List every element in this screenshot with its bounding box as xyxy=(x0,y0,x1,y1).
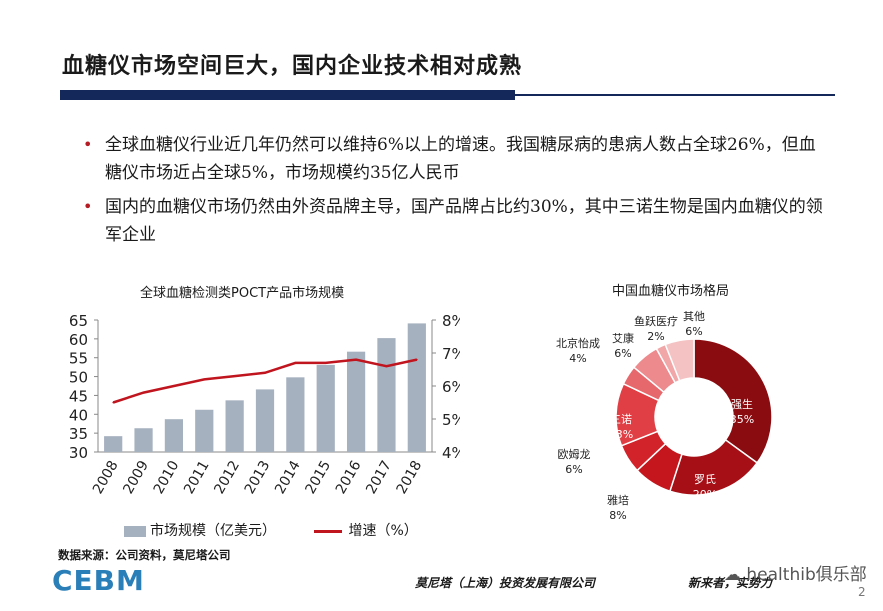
x-tick-label: 2010 xyxy=(151,458,183,497)
slice-label: 三诺 xyxy=(610,413,632,426)
right-tick-label: 5% xyxy=(442,411,460,429)
left-tick-label: 35 xyxy=(69,425,88,443)
bar xyxy=(316,364,335,452)
slice-value-label: 6% xyxy=(685,325,702,338)
left-tick-label: 60 xyxy=(69,331,88,349)
donut-chart: 强生 35% 罗氏 20% 雅培 8% 欧姆龙 6% 三诺 13% 北京怡成 4% 艾康 6% 鱼跃医疗 2%… xyxy=(556,310,773,522)
bar xyxy=(195,409,214,452)
slice-value-label: 6% xyxy=(614,347,631,360)
x-tick-label: 2011 xyxy=(181,458,213,497)
bar xyxy=(134,428,153,452)
footer-slogan: 新来者，实势力 xyxy=(688,576,773,590)
left-tick-label: 50 xyxy=(69,369,88,387)
left-tick-label: 40 xyxy=(69,406,88,424)
x-tick-label: 2018 xyxy=(394,458,426,497)
growth-point xyxy=(112,401,114,404)
left-tick-label: 55 xyxy=(69,350,88,368)
slice-label: 北京怡成 xyxy=(556,336,600,350)
donut-chart-title: 中国血糖仪市场格局 xyxy=(612,284,730,299)
slice-label: 欧姆龙 xyxy=(558,447,591,461)
title-underline-rule xyxy=(515,94,835,96)
legend-item-line: 增速（%） xyxy=(314,520,418,540)
slice-label: 艾康 xyxy=(612,331,634,345)
left-tick-label: 65 xyxy=(69,312,88,330)
x-tick-label: 2016 xyxy=(333,458,365,497)
donut-slice xyxy=(664,338,695,382)
right-tick-label: 4% xyxy=(442,444,460,462)
bullet-text: 全球血糖仪行业近几年仍然可以维持6%以上的增速。我国糖尿病的患病人数占全球26%… xyxy=(105,135,816,183)
page-number: 2 xyxy=(858,585,866,599)
growth-point xyxy=(142,391,145,394)
slice-value-label: 6% xyxy=(565,463,582,476)
growth-point xyxy=(233,375,236,377)
title-underline-bar xyxy=(60,90,515,100)
bullet-dot-icon: • xyxy=(83,135,93,154)
x-tick-label: 2017 xyxy=(363,458,395,497)
bar xyxy=(164,419,184,452)
right-tick-label: 7% xyxy=(442,345,460,363)
slice-value-label: 35% xyxy=(730,413,754,426)
bullet-item: • 国内的血糖仪市场仍然由外资品牌主导，国产品牌占比约30%，其中三诺生物是国内… xyxy=(83,193,825,249)
growth-point xyxy=(355,358,357,361)
slice-label: 罗氏 xyxy=(694,473,716,486)
right-tick-label: 8% xyxy=(442,312,460,330)
growth-point xyxy=(203,378,206,381)
bar xyxy=(346,351,366,452)
left-tick-label: 30 xyxy=(69,444,88,462)
logo-text: CEBM xyxy=(52,564,145,596)
slice-label: 鱼跃医疗 xyxy=(634,314,678,328)
bar xyxy=(104,436,123,452)
slice-value-label: 20% xyxy=(693,488,717,501)
slice-value-label: 8% xyxy=(609,509,626,522)
bar xyxy=(377,338,396,452)
slice-value-label: 4% xyxy=(569,352,586,365)
growth-point xyxy=(324,362,327,364)
slice-label: 强生 xyxy=(731,397,753,411)
bar xyxy=(286,377,305,452)
x-tick-label: 2008 xyxy=(90,458,122,497)
data-source-note: 数据来源：公司资料，莫尼塔公司 xyxy=(58,548,231,562)
x-tick-label: 2014 xyxy=(272,458,304,497)
footer-company: 莫尼塔（上海）投资发展有限公司 xyxy=(415,576,596,590)
wechat-icon: ☁ xyxy=(724,565,741,585)
x-tick-label: 2009 xyxy=(120,458,152,497)
slice-value-label: 13% xyxy=(609,428,633,441)
legend-swatch-bar xyxy=(124,525,146,537)
x-tick-label: 2012 xyxy=(211,458,243,497)
company-logo: CEBM xyxy=(52,564,145,596)
growth-point xyxy=(173,385,175,387)
legend-item-bar: 市场规模（亿美元） xyxy=(124,520,276,540)
legend-label: 增速（%） xyxy=(348,523,418,539)
bar xyxy=(407,323,426,452)
slice-label: 其他 xyxy=(683,310,705,323)
donut-slice xyxy=(693,338,773,464)
bar xyxy=(225,400,244,452)
bar-chart-title: 全球血糖检测类POCT产品市场规模 xyxy=(140,286,345,301)
right-tick-label: 6% xyxy=(442,378,460,396)
slice-label: 雅培 xyxy=(607,493,629,507)
legend-swatch-line xyxy=(314,529,343,533)
watermark-text: healthib俱乐部 xyxy=(746,565,867,585)
x-tick-label: 2013 xyxy=(242,458,274,497)
wechat-watermark: ☁ healthib俱乐部 xyxy=(724,560,867,585)
growth-point xyxy=(264,372,266,374)
x-tick-label: 2015 xyxy=(303,458,335,497)
growth-point xyxy=(294,362,297,364)
bar xyxy=(255,389,275,452)
left-tick-label: 45 xyxy=(69,387,88,405)
chart-legend: 市场规模（亿美元） 增速（%） xyxy=(124,520,452,540)
bar-line-chart: 30354045505560654%5%6%7%8%20082009201020… xyxy=(69,312,460,497)
page-title: 血糖仪市场空间巨大，国内企业技术相对成熟 xyxy=(62,53,523,79)
bullet-item: • 全球血糖仪行业近几年仍然可以维持6%以上的增速。我国糖尿病的患病人数占全球2… xyxy=(83,131,825,187)
bullet-dot-icon: • xyxy=(83,197,93,216)
growth-point xyxy=(385,365,388,367)
bullet-text: 国内的血糖仪市场仍然由外资品牌主导，国产品牌占比约30%，其中三诺生物是国内血糖… xyxy=(105,197,823,245)
legend-label: 市场规模（亿美元） xyxy=(150,523,276,539)
growth-point xyxy=(416,358,418,361)
slice-value-label: 2% xyxy=(647,330,664,343)
